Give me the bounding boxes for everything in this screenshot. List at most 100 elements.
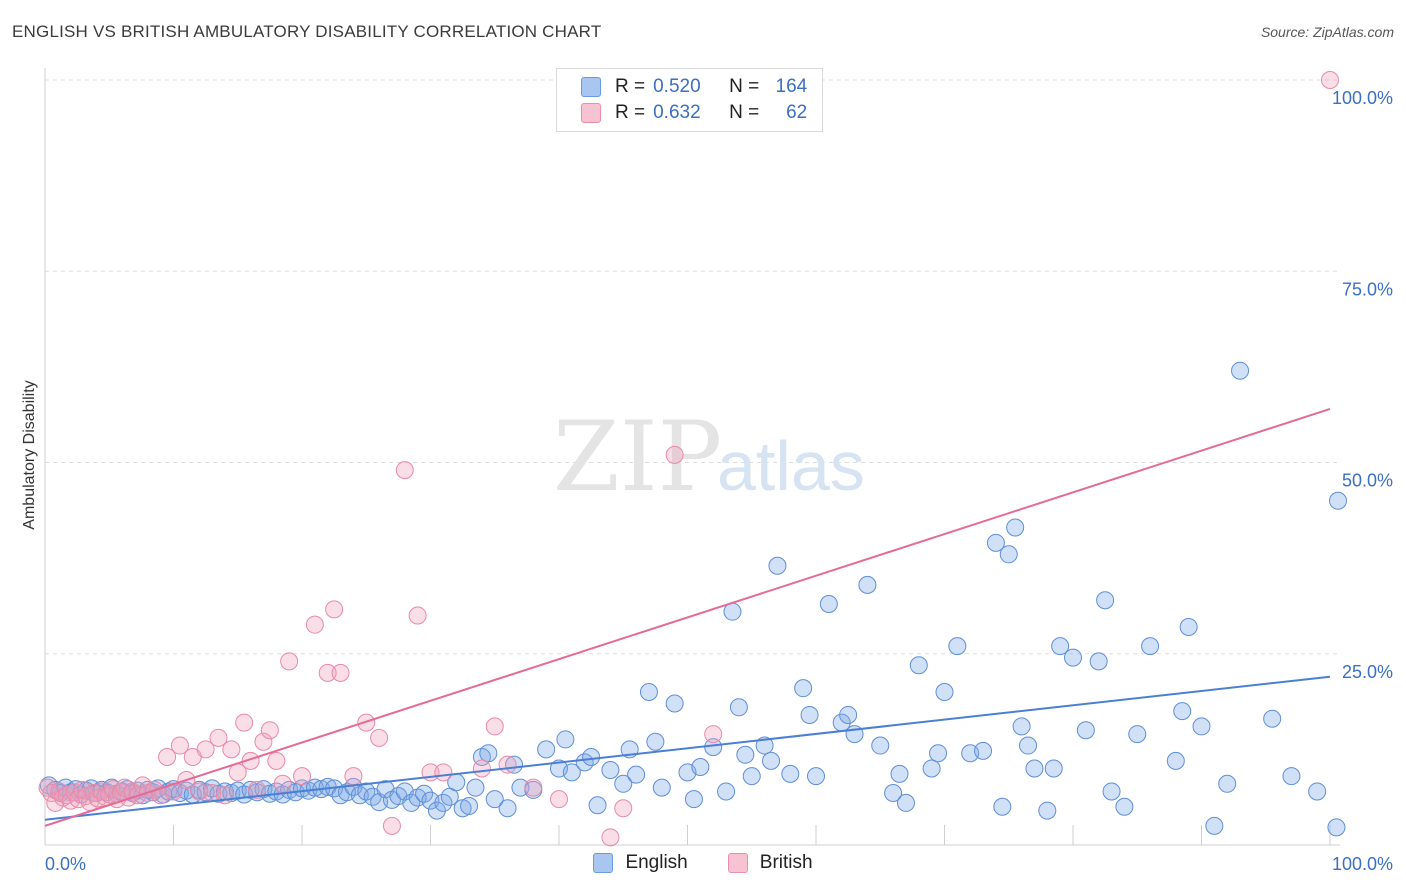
british-point bbox=[267, 751, 286, 770]
british-legend-label: British bbox=[759, 852, 813, 873]
watermark-atlas: atlas bbox=[717, 427, 865, 505]
english-point bbox=[1327, 818, 1346, 837]
english-point bbox=[884, 783, 903, 802]
english-point bbox=[807, 767, 825, 786]
legend-r-label: R = bbox=[615, 102, 646, 123]
british-point bbox=[485, 717, 504, 736]
english-point bbox=[729, 698, 748, 717]
english-point bbox=[639, 683, 658, 701]
english-point bbox=[588, 796, 607, 815]
british-point bbox=[318, 663, 337, 682]
english-point bbox=[1205, 816, 1224, 835]
english-point bbox=[1308, 782, 1327, 801]
british-point bbox=[196, 740, 215, 759]
british-point bbox=[42, 783, 61, 802]
english-point bbox=[479, 744, 498, 763]
british-point bbox=[344, 767, 363, 786]
british-point bbox=[158, 748, 177, 767]
source-credit: Source: ZipAtlas.com bbox=[1260, 24, 1394, 40]
x-tick-label: 0.0% bbox=[45, 854, 86, 874]
english-point bbox=[1329, 491, 1347, 510]
y-tick-label: 75.0% bbox=[1342, 279, 1393, 299]
legend-r-label: R = bbox=[615, 76, 646, 97]
english-point bbox=[999, 545, 1018, 564]
british-point bbox=[222, 740, 241, 759]
british-point bbox=[325, 600, 344, 619]
english-point bbox=[1282, 767, 1301, 786]
grid-lines bbox=[44, 79, 1340, 845]
english-point bbox=[498, 799, 517, 818]
english-point bbox=[646, 732, 665, 751]
english-point bbox=[665, 694, 684, 713]
legend-item-english[interactable]: English bbox=[593, 852, 688, 874]
british-point bbox=[170, 736, 189, 755]
british-point bbox=[305, 615, 324, 634]
y-tick-label: 50.0% bbox=[1342, 471, 1393, 491]
british-point bbox=[280, 652, 299, 671]
english-point bbox=[556, 730, 575, 749]
chart-title: ENGLISH VS BRITISH AMBULATORY DISABILITY… bbox=[12, 22, 602, 41]
english-point bbox=[974, 741, 993, 760]
english-point bbox=[993, 797, 1012, 816]
english-point bbox=[1192, 717, 1211, 736]
english-point bbox=[736, 745, 755, 764]
english-point bbox=[1012, 717, 1031, 736]
british-point bbox=[241, 751, 260, 770]
english-point bbox=[948, 637, 967, 656]
english-point bbox=[1173, 702, 1192, 721]
british-point bbox=[434, 763, 453, 782]
british-point bbox=[209, 728, 228, 747]
trend-lines bbox=[44, 407, 1331, 827]
english-point bbox=[460, 796, 479, 815]
british-point bbox=[248, 780, 267, 799]
english-point bbox=[1064, 648, 1082, 667]
axes bbox=[44, 68, 1340, 846]
legend-r-value: 0.520 bbox=[653, 76, 701, 97]
english-point bbox=[305, 778, 324, 797]
legend-n-label: N = bbox=[729, 102, 760, 123]
british-point bbox=[614, 799, 633, 818]
british-swatch bbox=[581, 103, 601, 123]
watermark: ZIP atlas bbox=[553, 401, 865, 513]
legend-n-value: 164 bbox=[775, 76, 808, 97]
english-point bbox=[871, 736, 890, 755]
english-point bbox=[1019, 736, 1038, 755]
english-point bbox=[800, 705, 819, 724]
english-point bbox=[909, 656, 928, 675]
british-point bbox=[550, 790, 568, 809]
english-point bbox=[1025, 759, 1044, 778]
english-point bbox=[1166, 751, 1185, 770]
english-point bbox=[1089, 652, 1108, 671]
english-point bbox=[601, 761, 620, 780]
english-point bbox=[1102, 782, 1121, 801]
english-point bbox=[890, 764, 909, 783]
legend-item-british[interactable]: British bbox=[727, 852, 813, 874]
british-point bbox=[370, 728, 389, 747]
english-point bbox=[929, 744, 948, 763]
british-point bbox=[395, 461, 414, 480]
y-tick-label: 100.0% bbox=[1332, 88, 1393, 108]
british-point bbox=[293, 767, 311, 786]
english-point bbox=[742, 767, 761, 786]
english-legend-swatch bbox=[593, 853, 614, 873]
english-point bbox=[762, 751, 781, 770]
british-point bbox=[254, 732, 273, 751]
british-point bbox=[472, 759, 491, 778]
english-point bbox=[1115, 797, 1134, 816]
english-point bbox=[627, 765, 646, 784]
british-point bbox=[524, 778, 543, 797]
english-point bbox=[717, 782, 736, 801]
english-point bbox=[466, 778, 485, 797]
british-point bbox=[665, 445, 684, 464]
english-point bbox=[1096, 591, 1115, 610]
watermark-zip: ZIP bbox=[553, 401, 722, 513]
british-point bbox=[1321, 71, 1339, 89]
english-point bbox=[1038, 801, 1057, 820]
tick-labels: 25.0% 50.0% 75.0% 100.0% 0.0% 100.0% bbox=[45, 88, 1393, 874]
y-tick-label: 25.0% bbox=[1342, 662, 1393, 682]
english-point bbox=[1179, 617, 1198, 636]
english-point bbox=[562, 763, 581, 782]
english-points bbox=[39, 361, 1347, 837]
english-point bbox=[1044, 759, 1063, 778]
english-point bbox=[1051, 637, 1070, 656]
